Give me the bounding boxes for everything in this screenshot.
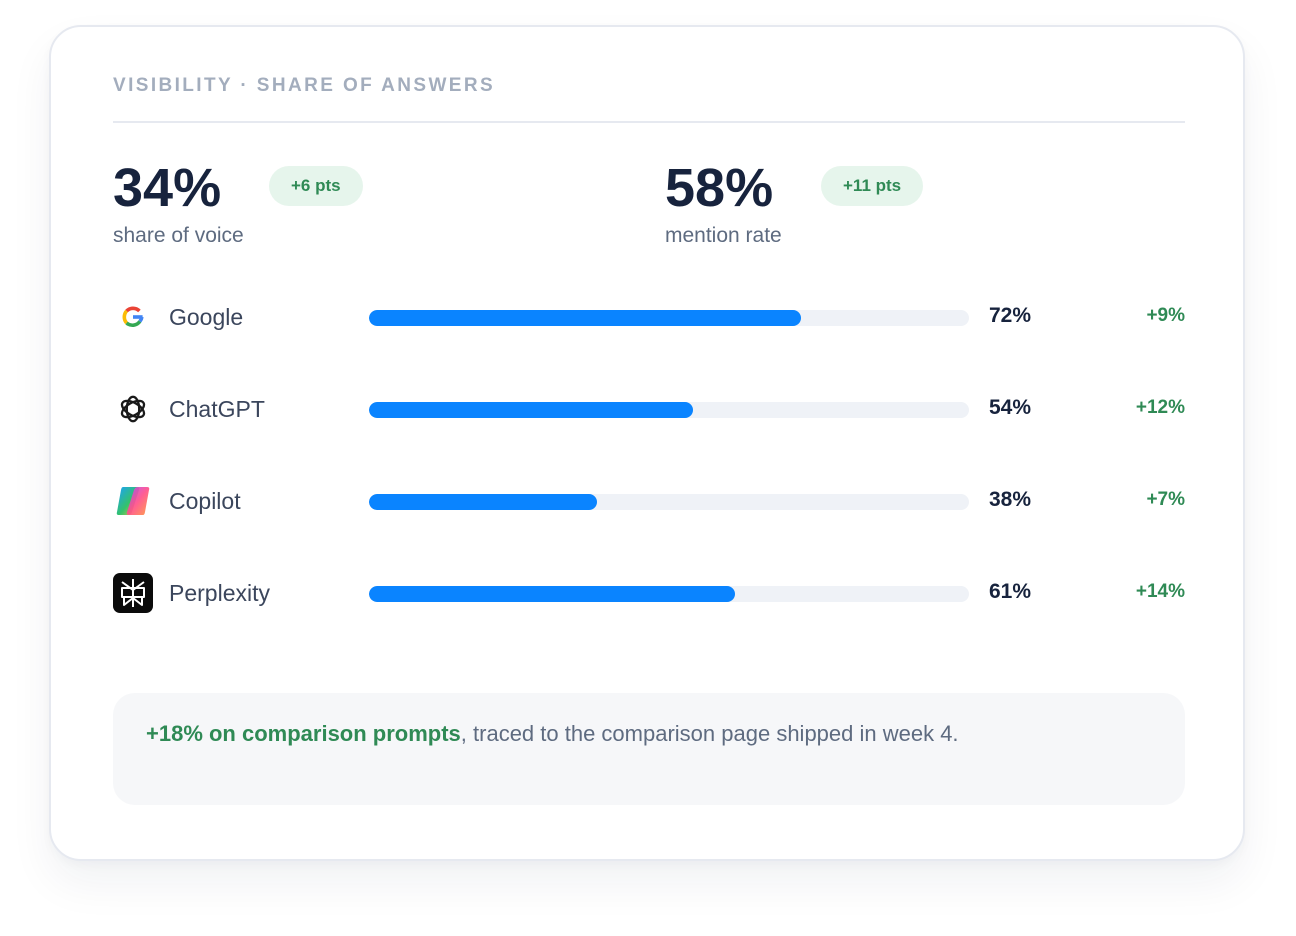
engine-delta: +14% <box>1135 581 1185 602</box>
progress-track <box>369 310 969 326</box>
metric-delta-badge: +11 pts <box>821 166 924 206</box>
insight-note: +18% on comparison prompts, traced to th… <box>113 693 1185 805</box>
progress-track <box>369 494 969 510</box>
metric-value: 34% <box>113 158 222 218</box>
metric-delta-badge: +6 pts <box>269 166 363 206</box>
engine-row-google: Google 72% +9% <box>113 295 1185 339</box>
header-divider <box>113 121 1185 123</box>
google-icon <box>113 297 153 337</box>
engine-name: Copilot <box>169 488 241 514</box>
visibility-card: VISIBILITY · SHARE OF ANSWERS 34% +6 pts… <box>49 25 1245 861</box>
engine-name: Perplexity <box>169 580 270 606</box>
progress-fill <box>369 310 801 326</box>
progress-fill <box>369 586 735 602</box>
engine-name: Google <box>169 304 244 330</box>
engine-row-copilot: Copilot 38% +7% <box>113 479 1185 523</box>
metric-label: share of voice <box>113 224 244 247</box>
insight-text: , traced to the comparison page shipped … <box>460 721 959 746</box>
engine-delta: +9% <box>1146 305 1185 326</box>
engine-row-chatgpt: ChatGPT 54% +12% <box>113 387 1185 431</box>
engine-name: ChatGPT <box>169 396 265 422</box>
engine-percent: 61% <box>989 580 1032 603</box>
engine-percent: 54% <box>989 396 1032 419</box>
engine-row-perplexity: Perplexity 61% +14% <box>113 571 1185 615</box>
progress-fill <box>369 402 693 418</box>
engine-delta: +7% <box>1146 489 1185 510</box>
progress-fill <box>369 494 597 510</box>
copilot-icon <box>113 481 153 521</box>
engine-percent: 38% <box>989 488 1032 511</box>
metric-value: 58% <box>665 158 774 218</box>
card-eyebrow-title: VISIBILITY · SHARE OF ANSWERS <box>113 75 496 96</box>
progress-track <box>369 402 969 418</box>
engine-delta: +12% <box>1135 397 1185 418</box>
engine-percent: 72% <box>989 304 1032 327</box>
insight-highlight: +18% on comparison prompts <box>146 721 461 746</box>
chatgpt-icon <box>113 389 153 429</box>
metric-label: mention rate <box>665 224 782 247</box>
perplexity-icon <box>113 573 153 613</box>
progress-track <box>369 586 969 602</box>
